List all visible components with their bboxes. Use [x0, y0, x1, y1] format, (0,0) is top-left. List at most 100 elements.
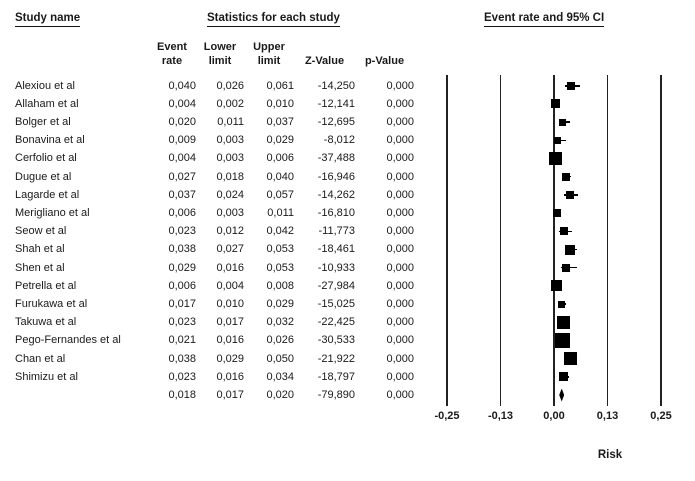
upper-limit-cell: 0,026	[266, 334, 294, 347]
summary-diamond	[559, 388, 565, 402]
ci-whisker	[561, 175, 572, 178]
lower-limit-cell: 0,003	[216, 152, 244, 165]
z-value-cell: -37,488	[317, 152, 355, 165]
axis-tick-label: 0,13	[596, 410, 619, 422]
table-row: Shah et al 0,038 0,027 0,053 -18,461 0,000	[0, 240, 425, 258]
z-value-cell: -18,797	[317, 370, 355, 383]
statistics-header: Statistics for each study	[207, 12, 340, 27]
table-row: Takuwa et al 0,023 0,017 0,032 -22,425 0,000	[0, 313, 425, 331]
table-row: Shimizu et al 0,023 0,016 0,034 -18,797 0,000	[0, 368, 425, 386]
event-rate-cell: 0,040	[168, 79, 196, 92]
z-value-cell: -16,946	[317, 170, 355, 183]
upper-limit-cell: 0,011	[267, 207, 294, 219]
p-value-cell: 0,000	[386, 134, 414, 147]
table-row: Seow et al 0,023 0,012 0,042 -11,773 0,000	[0, 222, 425, 240]
z-value-cell: -27,984	[317, 279, 355, 292]
lower-limit-cell: 0,011	[217, 116, 244, 129]
lower-limit-cell: 0,012	[216, 225, 244, 238]
axis-tick-label: 0,00	[543, 410, 565, 422]
p-value-cell: 0,000	[386, 279, 414, 292]
study-table: Alexiou et al 0,040 0,026 0,061 -14,250 0,000…	[0, 77, 425, 404]
column-header-event-rate: Event rate	[157, 41, 187, 67]
z-value-cell: -12,695	[317, 116, 355, 129]
upper-limit-cell: 0,032	[266, 316, 294, 329]
forest-marker	[567, 81, 576, 90]
event-rate-cell: 0,023	[168, 316, 196, 329]
study-name-header: Study name	[15, 12, 81, 27]
event-rate-cell: 0,038	[168, 352, 196, 365]
lower-limit-cell: 0,003	[216, 207, 244, 219]
forest-marker	[562, 263, 571, 272]
event-rate-cell: 0,029	[168, 261, 196, 274]
lower-limit-cell: 0,026	[216, 79, 244, 92]
forest-marker	[559, 118, 567, 126]
study-name-cell: Petrella et al	[15, 279, 77, 292]
ci-whisker	[558, 121, 570, 123]
upper-limit-cell: 0,040	[266, 170, 294, 183]
study-name-cell: Shen et al	[15, 261, 65, 274]
p-value-cell: 0,000	[386, 334, 414, 347]
event-rate-cell: 0,020	[168, 116, 196, 129]
z-value-cell: -30,533	[317, 334, 355, 347]
event-rate-cell: 0,037	[168, 188, 196, 201]
p-value-cell: 0,000	[386, 261, 414, 274]
upper-limit-cell: 0,061	[266, 79, 294, 92]
table-row: Bolger et al 0,020 0,011 0,037 -12,695 0,000	[0, 113, 425, 131]
gridline	[606, 75, 609, 406]
table-row: Alexiou et al 0,040 0,026 0,061 -14,250 0,000	[0, 77, 425, 95]
upper-limit-cell: 0,053	[266, 261, 294, 274]
axis-tick-label: -0,13	[487, 410, 514, 422]
study-name-cell: Seow et al	[15, 225, 67, 238]
column-header-lower-limit: Lower limit	[203, 41, 237, 67]
forest-marker	[557, 315, 571, 329]
p-value-cell: 0,000	[386, 297, 414, 310]
forest-marker	[565, 244, 576, 255]
upper-limit-cell: 0,050	[266, 352, 294, 365]
study-name-cell: Cerfolio et al	[15, 152, 77, 165]
event-rate-cell: 0,021	[168, 334, 196, 347]
study-name-cell: Lagarde et al	[15, 188, 80, 201]
lower-limit-cell: 0,024	[216, 188, 244, 201]
column-header-z-value: Z-Value	[304, 54, 345, 67]
ci-whisker	[559, 230, 572, 233]
forest-marker	[565, 190, 574, 199]
event-rate-cell: 0,009	[168, 134, 196, 147]
study-name-cell: Shah et al	[15, 243, 65, 256]
table-row: Cerfolio et al 0,004 0,003 0,006 -37,488 0,00…	[0, 149, 425, 167]
lower-limit-cell: 0,017	[216, 388, 244, 401]
z-value-cell: -21,922	[317, 352, 355, 365]
forest-marker	[551, 99, 561, 109]
ci-whisker	[554, 103, 559, 105]
lower-limit-cell: 0,018	[216, 170, 244, 183]
z-value-cell: -15,025	[317, 297, 355, 310]
p-value-cell: 0,000	[386, 97, 414, 110]
ci-header: Event rate and 95% CI	[484, 12, 605, 27]
lower-limit-cell: 0,027	[216, 243, 244, 256]
upper-limit-cell: 0,010	[266, 97, 294, 110]
column-header-spacer	[0, 38, 148, 68]
upper-limit-cell: 0,006	[266, 152, 294, 165]
event-rate-cell: 0,006	[168, 207, 196, 219]
study-name-cell: Dugue et al	[15, 170, 72, 183]
upper-limit-cell: 0,037	[266, 116, 294, 129]
forest-marker	[559, 372, 569, 382]
ci-whisker	[561, 321, 568, 323]
upper-limit-cell: 0,029	[266, 134, 294, 147]
table-row: Lagarde et al 0,037 0,024 0,057 -14,262 0,000	[0, 186, 425, 204]
ci-whisker	[566, 357, 576, 360]
event-rate-cell: 0,018	[168, 388, 196, 401]
p-value-cell: 0,000	[386, 116, 414, 129]
axis-tick-label: -0,25	[434, 410, 460, 422]
study-name-cell: Takuwa et al	[15, 316, 77, 329]
event-rate-cell: 0,006	[168, 279, 196, 292]
upper-limit-cell: 0,057	[266, 188, 294, 201]
table-row: Allaham et al 0,004 0,002 0,010 -12,141 0,000	[0, 95, 425, 113]
p-value-cell: 0,000	[386, 170, 414, 183]
x-axis-label: Risk	[597, 449, 623, 461]
z-value-cell: -8,012	[323, 134, 355, 147]
table-row: Petrella et al 0,006 0,004 0,008 -27,984 0,00…	[0, 277, 425, 295]
ci-whisker	[555, 212, 559, 214]
upper-limit-cell: 0,053	[266, 243, 294, 256]
z-value-cell: -14,250	[317, 79, 355, 92]
